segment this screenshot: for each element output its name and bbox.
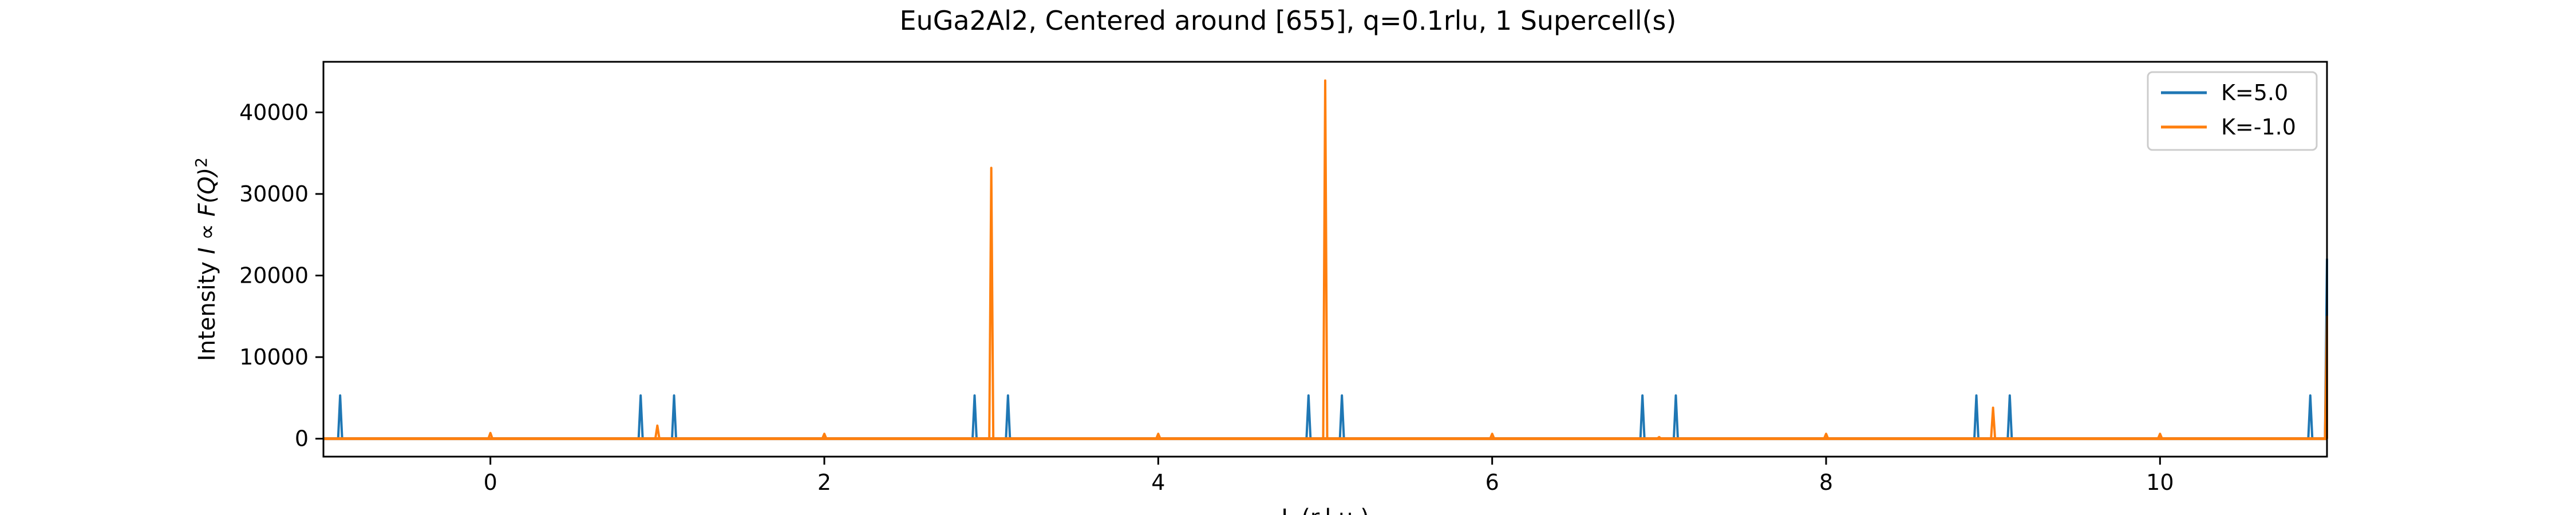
- x-tick-label: 6: [1485, 470, 1499, 495]
- series-1-peak: [1656, 435, 1662, 440]
- series-1-peak: [1990, 406, 1997, 439]
- x-tick-label: 10: [2146, 470, 2174, 495]
- legend-label-1: K=-1.0: [2221, 114, 2296, 140]
- y-tick-label: 30000: [239, 181, 309, 207]
- series-0-peak: [971, 394, 978, 439]
- series-1: [323, 79, 2328, 441]
- y-tick-label: 40000: [239, 100, 309, 125]
- series-1-peak: [654, 424, 661, 439]
- series-0-peak: [1005, 394, 1012, 439]
- series-0-peak: [1305, 394, 1312, 439]
- series-1-peak: [988, 167, 995, 439]
- series-layer: [323, 79, 2328, 441]
- series-1-peak: [1489, 433, 1496, 439]
- series-1-peak: [2156, 433, 2163, 439]
- series-1-peak: [1155, 433, 1161, 439]
- series-0-peak: [1673, 394, 1679, 439]
- series-0-peak: [1973, 394, 1980, 439]
- y-axis-label-math: I ∝ F(Q): [194, 168, 220, 255]
- series-0-peak: [1639, 394, 1646, 439]
- x-axis-ticks: 0 2 4 6 8 10: [484, 457, 2174, 495]
- series-1-peak: [1823, 433, 1830, 439]
- legend-label-0: K=5.0: [2221, 80, 2288, 105]
- y-tick-label: 20000: [239, 263, 309, 288]
- series-1-peak: [487, 431, 494, 439]
- series-0-peak: [2307, 394, 2314, 439]
- series-0-peak: [1338, 394, 1345, 439]
- plot-area: [322, 61, 2328, 458]
- series-1-peak: [1322, 79, 1329, 439]
- legend: K=5.0 K=-1.0: [2147, 71, 2318, 151]
- x-tick-label: 0: [484, 470, 497, 495]
- x-tick-label: 4: [1151, 470, 1165, 495]
- series-0-peak: [671, 394, 677, 439]
- y-axis-ticks: 0 10000 20000 30000 40000: [239, 100, 323, 451]
- x-axis-label: L (r.l.u.): [1281, 505, 1369, 515]
- x-tick-label: 2: [817, 470, 831, 495]
- y-tick-label: 0: [295, 426, 309, 451]
- series-0-peak: [637, 394, 644, 439]
- y-axis-label: Intensity I ∝ F(Q)2: [192, 157, 220, 361]
- y-axis-label-sup: 2: [192, 157, 211, 168]
- y-tick-label: 10000: [239, 344, 309, 370]
- y-axis-label-prefix: Intensity: [194, 254, 220, 361]
- series-1-peak: [821, 433, 828, 439]
- chart-title: EuGa2Al2, Centered around [655], q=0.1rl…: [900, 5, 1677, 36]
- plot-frame: [322, 61, 2328, 458]
- series-0-peak: [337, 394, 343, 439]
- x-tick-label: 8: [1819, 470, 1833, 495]
- series-0-peak: [2006, 394, 2013, 439]
